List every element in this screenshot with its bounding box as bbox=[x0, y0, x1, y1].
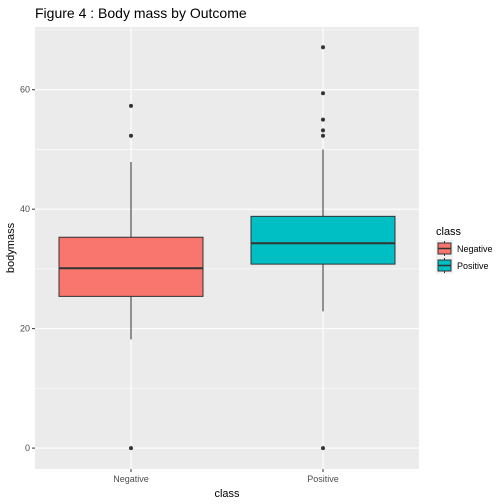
boxplot-negative bbox=[58, 103, 204, 451]
legend-label: Negative bbox=[457, 244, 493, 254]
legend-key-negative bbox=[436, 240, 453, 257]
box-iqr bbox=[58, 236, 204, 297]
legend-title: class bbox=[436, 226, 462, 238]
outlier-point bbox=[321, 128, 325, 133]
y-axis-title: bodymass bbox=[5, 222, 17, 273]
x-axis-ticks: Negative Positive bbox=[113, 469, 339, 484]
legend-key-positive bbox=[436, 257, 453, 274]
outlier-point bbox=[129, 446, 133, 451]
outlier-point bbox=[129, 133, 133, 138]
x-tick-label: Negative bbox=[113, 474, 149, 484]
x-tick-label: Positive bbox=[307, 474, 339, 484]
y-axis-ticks: 0 20 40 60 bbox=[20, 85, 35, 453]
outlier-point bbox=[129, 103, 133, 108]
y-tick-label: 20 bbox=[20, 324, 30, 334]
outlier-point bbox=[321, 45, 325, 50]
outlier-point bbox=[321, 446, 325, 451]
outlier-point bbox=[321, 91, 325, 96]
y-tick-label: 60 bbox=[20, 85, 30, 95]
x-axis-title: class bbox=[214, 488, 240, 500]
boxplots bbox=[58, 45, 396, 451]
outlier-point bbox=[321, 117, 325, 122]
legend: class Negative Positive bbox=[436, 226, 493, 274]
y-tick-label: 0 bbox=[25, 443, 30, 453]
y-tick-label: 40 bbox=[20, 204, 30, 214]
chart-title: Figure 4 : Body mass by Outcome bbox=[35, 5, 247, 21]
outlier-point bbox=[321, 133, 325, 138]
box-iqr bbox=[250, 215, 396, 265]
boxplot-positive bbox=[250, 45, 396, 451]
legend-label: Positive bbox=[457, 261, 489, 271]
